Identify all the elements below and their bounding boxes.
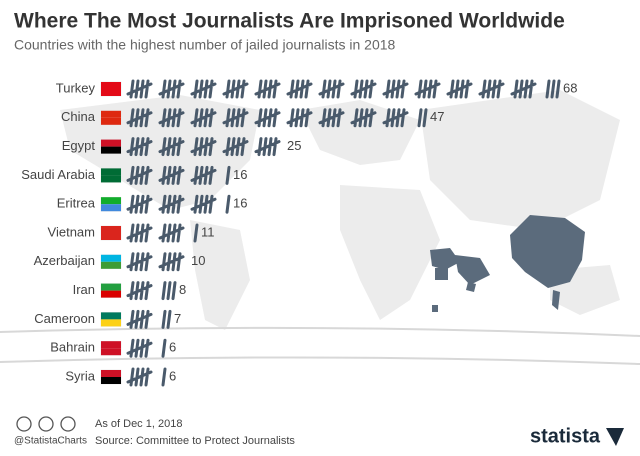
flag-band xyxy=(101,139,121,147)
flag-band xyxy=(101,82,121,89)
brand: statista xyxy=(530,425,601,447)
category-label: China xyxy=(61,109,96,124)
tally xyxy=(126,108,428,128)
flag-band xyxy=(101,254,121,262)
value-label: 16 xyxy=(233,167,247,182)
value-label: 68 xyxy=(563,80,577,95)
tally xyxy=(126,137,281,157)
flag-band xyxy=(101,226,121,233)
category-label: Cameroon xyxy=(34,311,95,326)
highlighted-countries xyxy=(430,215,585,312)
category-label: Azerbaijan xyxy=(34,253,95,268)
tally xyxy=(126,338,167,358)
license-icons xyxy=(16,416,76,432)
chart-title: Where The Most Journalists Are Imprisone… xyxy=(14,10,565,33)
flag-band xyxy=(101,312,121,320)
tally xyxy=(126,223,199,243)
category-label: Bahrain xyxy=(50,340,95,355)
flag-band xyxy=(101,233,121,240)
flag-band xyxy=(101,117,121,125)
value-label: 11 xyxy=(201,224,215,239)
value-label: 6 xyxy=(169,368,176,383)
flag-band xyxy=(101,348,121,356)
chart-subtitle: Countries with the highest number of jai… xyxy=(14,37,396,53)
category-label: Iran xyxy=(73,282,95,297)
tally xyxy=(126,252,185,272)
category-label: Saudi Arabia xyxy=(21,167,95,182)
flag-band xyxy=(101,341,121,349)
value-label: 25 xyxy=(287,138,301,153)
brand-logo xyxy=(606,428,624,446)
flag-band xyxy=(101,377,121,384)
tally xyxy=(126,367,167,387)
value-label: 8 xyxy=(179,282,186,297)
value-label: 16 xyxy=(233,196,247,211)
tally xyxy=(126,79,561,99)
value-label: 47 xyxy=(430,109,444,124)
flag-band xyxy=(101,319,121,327)
flag-band xyxy=(101,110,121,118)
flag-band xyxy=(101,168,121,176)
flag-band xyxy=(101,89,121,96)
source-note: Source: Committee to Protect Journalists xyxy=(95,435,295,447)
flag-band xyxy=(101,146,121,154)
value-label: 10 xyxy=(191,253,205,268)
handle: @StatistaCharts xyxy=(14,436,87,447)
category-label: Egypt xyxy=(62,138,96,153)
tally xyxy=(126,281,177,301)
flag-band xyxy=(101,204,121,212)
tally xyxy=(126,194,231,214)
flag-band xyxy=(101,261,121,269)
flag-band xyxy=(101,370,121,377)
flag-band xyxy=(101,290,121,298)
flag-band xyxy=(101,283,121,291)
value-label: 7 xyxy=(174,311,181,326)
flag-band xyxy=(101,197,121,205)
flag-band xyxy=(101,175,121,183)
category-label: Eritrea xyxy=(57,196,96,211)
date-note: As of Dec 1, 2018 xyxy=(95,418,182,430)
tally xyxy=(126,165,231,185)
tally xyxy=(126,309,172,329)
category-label: Turkey xyxy=(56,80,96,95)
value-label: 6 xyxy=(169,340,176,355)
category-label: Syria xyxy=(65,368,95,383)
category-label: Vietnam xyxy=(48,224,95,239)
barbed-wire xyxy=(0,326,640,365)
